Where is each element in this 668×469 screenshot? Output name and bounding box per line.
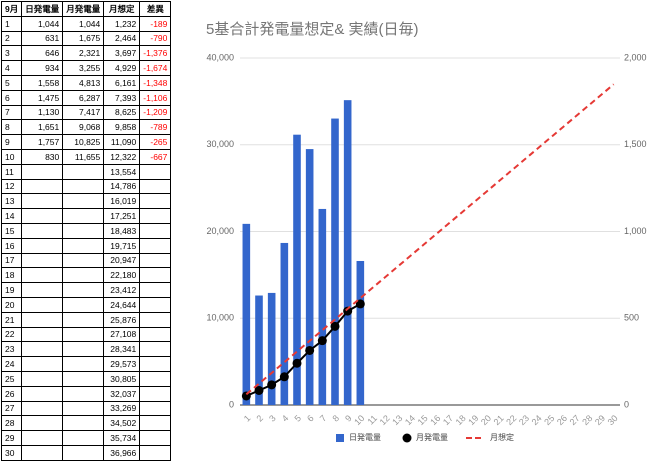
x-tick-label: 1 <box>242 413 253 424</box>
line-marker <box>355 299 365 309</box>
table-cell: 22 <box>0 326 23 343</box>
bar <box>293 134 301 405</box>
table-row: 14 17,251 <box>0 208 172 224</box>
table-cell <box>139 444 172 461</box>
table-cell: 36,966 <box>103 444 141 461</box>
line-marker <box>317 336 327 346</box>
line-marker <box>279 372 289 382</box>
y-tick-label: 0 <box>229 399 234 409</box>
table-row: 9 1,757 10,825 11,090 -265 <box>0 134 172 150</box>
y2-tick-label: 2,000 <box>624 52 647 62</box>
table-cell: 10 <box>0 148 23 165</box>
bar <box>255 295 263 405</box>
table-row: 28 34,502 <box>0 415 172 432</box>
table-row: 29 35,734 <box>0 430 172 446</box>
bar <box>356 260 365 405</box>
y2-tick-label: 0 <box>624 399 629 409</box>
table-row: 23 28,341 <box>0 341 172 358</box>
table-cell: 29 <box>0 430 23 446</box>
table-row: 3 646 2,321 3,697 -1,376 <box>0 45 172 62</box>
table-cell: 17 <box>0 252 23 269</box>
table-row: 20 24,644 <box>0 296 172 313</box>
bar <box>242 223 251 405</box>
table-cell: 3,255 <box>62 60 105 76</box>
table-cell: 30 <box>0 444 23 461</box>
y2-tick-label: 1,000 <box>624 226 647 236</box>
x-tick-label: 5 <box>292 413 303 424</box>
line-marker <box>305 345 315 355</box>
table-row: 21 25,876 <box>0 311 172 328</box>
x-tick-label: 6 <box>305 413 316 424</box>
bar <box>318 208 327 405</box>
dashed-line <box>245 83 615 396</box>
legend-swatch <box>336 434 344 442</box>
table-row: 25 30,805 <box>0 370 172 387</box>
table-cell: 20 <box>0 296 23 313</box>
legend-swatch <box>402 433 412 443</box>
table-cell: 28 <box>0 415 23 432</box>
bar <box>267 292 276 405</box>
table-row: 30 36,966 <box>0 444 172 461</box>
x-tick-label: 10 <box>352 413 366 427</box>
bar <box>331 118 339 405</box>
header-row: 9月 日発電量 月発電量 月想定 差異 <box>0 1 172 17</box>
line-marker <box>292 358 302 368</box>
table-row: 1 1,044 1,044 1,232 -189 <box>0 15 172 32</box>
table-row: 12 14,786 <box>0 178 172 195</box>
bar <box>305 149 314 405</box>
y-tick-label: 40,000 <box>206 52 234 62</box>
y-tick-label: 10,000 <box>206 313 234 323</box>
data-table: 9月 日発電量 月発電量 月想定 差異 1 1,044 1,044 1,232 -189 2 631… <box>0 1 172 461</box>
table-row: 4 934 3,255 4,929 -1,674 <box>0 60 172 76</box>
y2-tick-label: 500 <box>624 313 639 323</box>
y-tick-label: 20,000 <box>206 226 234 236</box>
table-cell: 6 <box>0 89 23 106</box>
chart-title: 5基合計発電量想定& 実績(日毎) <box>206 21 419 38</box>
table-cell: 27 <box>0 400 23 417</box>
table-row: 7 1,130 7,417 8,625 -1,209 <box>0 104 172 121</box>
line <box>245 303 361 397</box>
x-tick-label: 8 <box>330 413 341 424</box>
x-tick-label: 3 <box>267 413 278 424</box>
line-marker <box>343 306 353 316</box>
table-row: 18 22,180 <box>0 267 172 284</box>
line-marker <box>330 321 340 331</box>
table-row: 24 29,573 <box>0 356 172 372</box>
table-row: 22 27,108 <box>0 326 172 343</box>
x-tick-label: 9 <box>343 413 354 424</box>
table-row: 6 1,475 6,287 7,393 -1,106 <box>0 89 172 106</box>
legend-label: 月発電量 <box>416 433 448 442</box>
table-cell <box>62 444 105 461</box>
legend-label: 月想定 <box>490 432 514 442</box>
table-cell: 4 <box>0 60 23 76</box>
table-row: 16 19,715 <box>0 237 172 254</box>
table-cell: 2 <box>0 30 23 47</box>
table-body: 1 1,044 1,044 1,232 -189 2 631 1,675 2,464 -790 3 6… <box>0 15 172 461</box>
x-tick-label: 4 <box>280 413 291 424</box>
x-tick-label: 30 <box>606 413 620 427</box>
table-cell: -789 <box>139 119 172 136</box>
line-marker <box>254 385 264 395</box>
table-row: 13 16,019 <box>0 193 172 210</box>
y2-tick-label: 1,500 <box>624 139 647 149</box>
x-tick-label: 7 <box>318 413 329 424</box>
line-marker <box>267 380 277 390</box>
x-tick-label: 2 <box>254 413 265 424</box>
bar <box>280 242 289 405</box>
bar <box>343 100 352 406</box>
y-tick-label: 30,000 <box>206 139 234 149</box>
legend-label: 日発電量 <box>349 433 381 442</box>
